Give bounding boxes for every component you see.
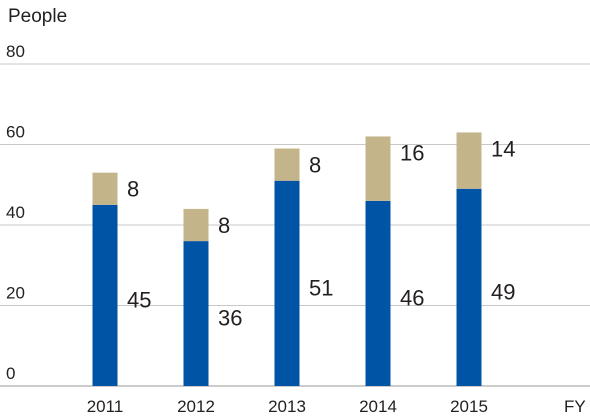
data-label: 8 <box>218 213 230 238</box>
data-label: 51 <box>309 275 333 300</box>
x-tick-label: 2015 <box>450 397 488 416</box>
bar-2011-segment-1 <box>92 204 118 386</box>
y-tick-label: 60 <box>6 123 25 142</box>
y-tick-label: 80 <box>6 42 25 61</box>
data-labels: 45 8 36 8 51 8 46 16 49 14 <box>127 136 515 330</box>
bar-2015-segment-1 <box>456 188 482 386</box>
x-tick-label: 2011 <box>87 397 124 416</box>
y-tick-label: 0 <box>6 364 15 383</box>
data-label: 36 <box>218 306 242 331</box>
x-tick-label: 2013 <box>268 397 306 416</box>
x-tick-label: 2014 <box>359 397 397 416</box>
y-tick-labels: 0 20 40 60 80 <box>6 42 25 383</box>
x-tick-label: 2012 <box>177 397 215 416</box>
y-tick-label: 20 <box>6 284 25 303</box>
data-label: 49 <box>491 279 515 304</box>
bar-2013-segment-1 <box>274 180 300 386</box>
data-label: 14 <box>491 136 515 161</box>
data-label: 16 <box>400 140 424 165</box>
y-tick-label: 40 <box>6 203 25 222</box>
bar-2014-segment-1 <box>365 200 391 386</box>
bar-2012-segment-1 <box>183 241 209 386</box>
bar-2014-segment-2 <box>365 136 391 201</box>
bar-2015-segment-2 <box>456 132 482 189</box>
bar-2013-segment-2 <box>274 148 300 181</box>
x-tick-labels: 2011 2012 2013 2014 2015 <box>87 397 488 416</box>
y-axis-label: People <box>8 6 67 27</box>
bar-2011-segment-2 <box>92 172 118 205</box>
x-axis-label: FY <box>564 397 586 416</box>
data-label: 45 <box>127 287 151 312</box>
bar-2012-segment-2 <box>183 208 209 242</box>
data-label: 8 <box>309 153 321 178</box>
bars <box>92 132 482 386</box>
data-label: 8 <box>127 177 139 202</box>
data-label: 46 <box>400 285 424 310</box>
